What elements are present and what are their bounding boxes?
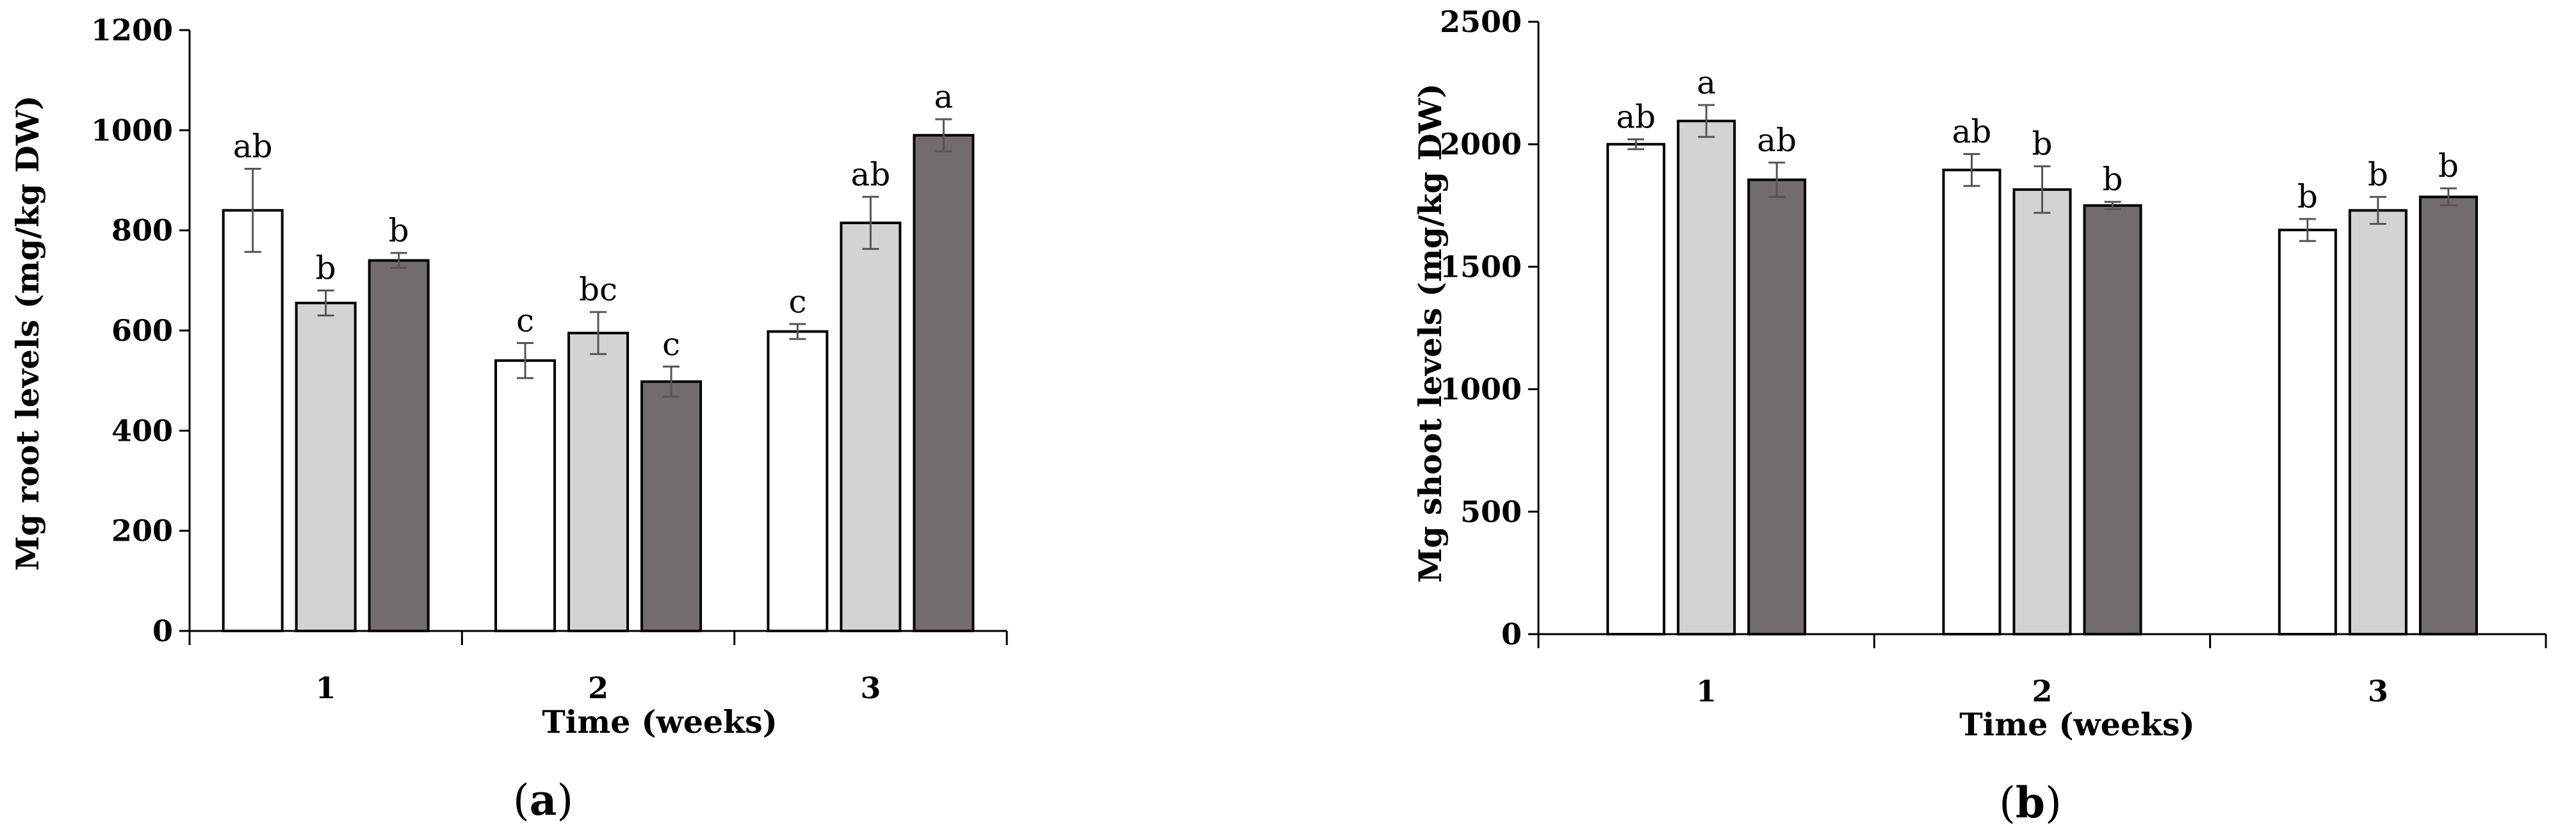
panel-label: (b) xyxy=(1999,778,2062,828)
bar xyxy=(2083,204,2142,635)
panel-label-close: ) xyxy=(557,776,573,825)
y-axis-title: Mg root levels (mg/kg DW) xyxy=(9,95,46,571)
y-tick-label: 600 xyxy=(111,313,173,348)
bar xyxy=(368,259,430,633)
x-axis-title: Time (weeks) xyxy=(542,703,778,740)
x-tick-label: 2 xyxy=(2032,674,2052,708)
panel-label: (a) xyxy=(513,775,573,825)
bar xyxy=(295,302,357,632)
bar xyxy=(2278,229,2337,636)
bar xyxy=(767,330,829,633)
bar xyxy=(567,331,629,632)
y-tick-label: 2500 xyxy=(1440,4,1522,39)
y-tick-label: 2000 xyxy=(1440,127,1522,161)
y-tick-label: 1200 xyxy=(91,13,173,47)
panel-label-open: ( xyxy=(513,776,530,825)
y-tick-label: 400 xyxy=(111,413,173,448)
bar xyxy=(913,134,975,632)
y-tick-label: 1000 xyxy=(91,113,173,147)
significance-label: b xyxy=(2368,156,2388,193)
significance-label: b xyxy=(389,212,409,249)
significance-label: b xyxy=(2032,126,2052,163)
significance-label: c xyxy=(788,283,806,320)
x-tick-label: 1 xyxy=(316,671,336,705)
y-tick-label: 800 xyxy=(111,213,173,248)
panel-label-letter: b xyxy=(2016,778,2045,828)
significance-label: ab xyxy=(851,156,890,193)
significance-label: b xyxy=(2102,161,2123,198)
y-tick-label: 1500 xyxy=(1440,249,1522,284)
bar xyxy=(640,380,702,632)
significance-label: c xyxy=(516,302,534,339)
panel-label-close: ) xyxy=(2045,778,2062,828)
significance-label: b xyxy=(2438,147,2459,184)
significance-label: ab xyxy=(1757,122,1797,159)
x-tick-label: 2 xyxy=(588,671,608,705)
panel-label-letter: a xyxy=(530,775,557,825)
significance-label: ab xyxy=(1616,99,1656,136)
significance-label: b xyxy=(2297,178,2318,215)
chart-a-root-levels: 0 200 400 600 800 1000 1200 1 ab b b 2 c bc c 3 c ab a Mg r… xyxy=(9,13,1008,825)
y-tick-label: 0 xyxy=(152,614,173,648)
significance-label: b xyxy=(316,249,336,286)
y-axis-title: Mg shoot levels (mg/kg DW) xyxy=(1412,83,1449,583)
significance-label: a xyxy=(934,78,953,115)
bar xyxy=(1747,178,1807,635)
bar xyxy=(2012,188,2072,636)
y-tick-label: 500 xyxy=(1460,495,1522,529)
bar xyxy=(1606,143,1666,635)
significance-label: c xyxy=(662,325,680,363)
significance-label: ab xyxy=(233,128,273,165)
significance-label: a xyxy=(1697,64,1716,101)
bar xyxy=(222,209,284,632)
bar xyxy=(1677,119,1736,635)
bar xyxy=(1942,168,2001,635)
y-tick-label: 0 xyxy=(1501,617,1522,651)
x-tick-label: 3 xyxy=(2368,674,2388,708)
panel-label-open: ( xyxy=(1999,778,2016,828)
significance-label: ab xyxy=(1952,113,1992,150)
bar xyxy=(2348,209,2408,635)
bar xyxy=(2418,195,2478,635)
chart-b-shoot-levels: 0 500 1000 1500 2000 2500 1 ab a ab 2 ab b b 3 b b b Mg sh… xyxy=(1412,4,2547,828)
bar xyxy=(494,359,556,633)
x-axis-title: Time (weeks) xyxy=(1959,706,2195,743)
x-tick-label: 3 xyxy=(860,671,881,705)
significance-label: bc xyxy=(579,271,617,308)
bar xyxy=(840,221,902,633)
x-tick-label: 1 xyxy=(1696,674,1716,708)
y-tick-label: 1000 xyxy=(1440,372,1522,407)
y-tick-label: 200 xyxy=(111,514,173,548)
